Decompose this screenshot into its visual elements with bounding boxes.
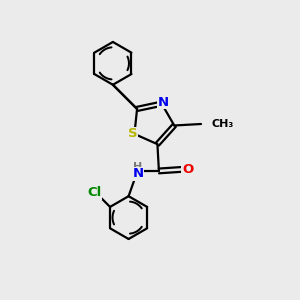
Text: N: N: [133, 167, 144, 180]
Text: N: N: [158, 96, 169, 109]
Text: Cl: Cl: [87, 186, 101, 199]
Text: H: H: [133, 162, 142, 172]
Text: CH₃: CH₃: [212, 119, 234, 129]
Text: S: S: [128, 128, 138, 140]
Text: O: O: [182, 163, 194, 176]
